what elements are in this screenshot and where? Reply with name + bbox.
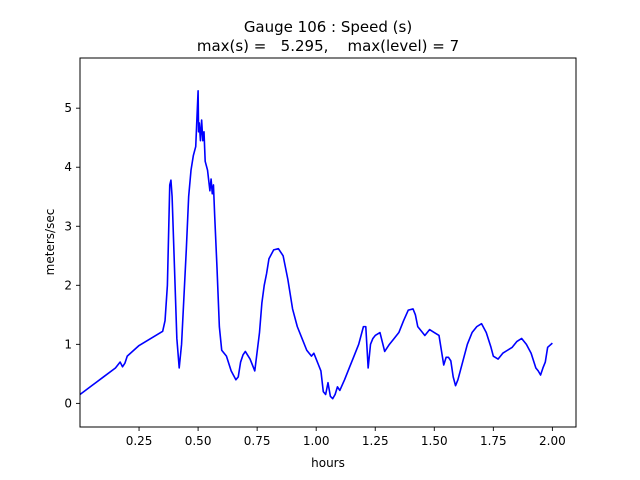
x-axis-ticks: 0.25 0.50 0.75 1.00 1.25 1.50 1.75 2.00 [126,427,566,448]
y-tick-label: 3 [64,219,72,233]
y-tick-label: 4 [64,160,72,174]
speed-series-line [80,89,553,400]
x-tick-label: 2.00 [539,434,566,448]
x-tick-label: 1.75 [480,434,507,448]
x-tick-label: 1.25 [362,434,389,448]
y-tick-label: 2 [64,278,72,292]
x-tick-label: 1.00 [303,434,330,448]
x-axis-label: hours [311,456,345,470]
y-tick-label: 1 [64,337,72,351]
axes-frame [79,57,577,428]
y-axis-label: meters/sec [43,209,57,276]
chart-title: Gauge 106 : Speed (s) [244,18,412,36]
chart-subtitle: max(s) = 5.295, max(level) = 7 [197,37,459,55]
x-tick-label: 0.25 [126,434,153,448]
x-tick-label: 1.50 [421,434,448,448]
plot-area [80,89,553,400]
y-tick-label: 0 [64,396,72,410]
y-axis-ticks: 0 1 2 3 4 5 [64,101,80,410]
x-tick-label: 0.50 [185,434,212,448]
x-tick-label: 0.75 [244,434,271,448]
y-tick-label: 5 [64,101,72,115]
